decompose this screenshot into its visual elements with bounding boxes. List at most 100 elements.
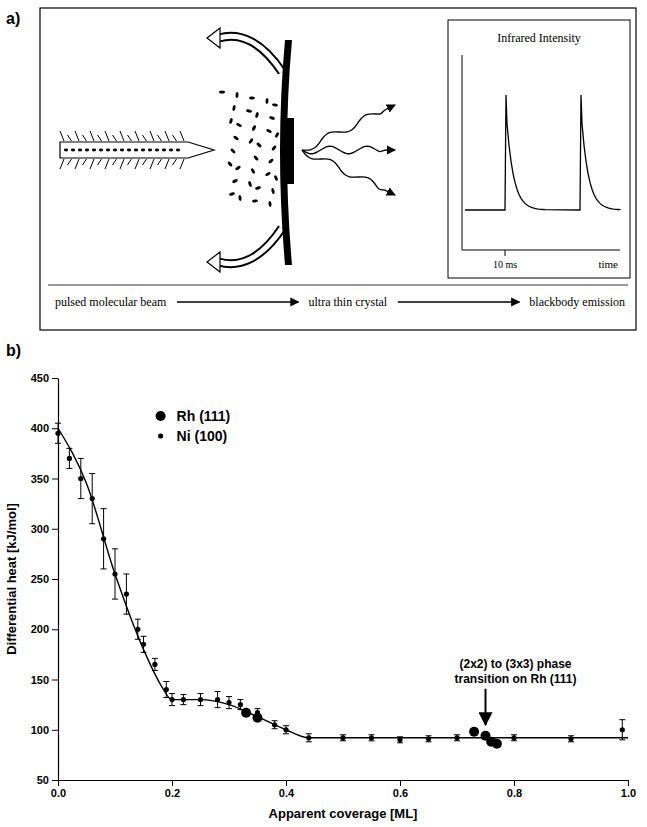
legend: Rh (111) Ni (100) [156, 408, 231, 444]
hot-arrow-outline [219, 36, 282, 72]
beam-hair [173, 135, 177, 141]
error-bar-cap [272, 720, 278, 721]
data-point [568, 736, 573, 741]
step-arrow [177, 301, 299, 302]
panel-label: b) [6, 342, 21, 359]
figure: a)Infrared Intensity10 mstimepulsed mole… [0, 0, 647, 827]
molecular-beam [60, 131, 214, 169]
x-tick: 0.0 [51, 780, 66, 799]
error-bar-cap [112, 548, 118, 549]
beam-molecule [113, 149, 117, 152]
error-bar-cap [369, 740, 375, 741]
inset-scale-label: 10 ms [493, 259, 517, 270]
beam-hair [60, 131, 64, 141]
beam-body [60, 142, 214, 158]
beam-hair [143, 135, 147, 141]
y-tick: 150 [31, 674, 58, 686]
error-bar-cap [306, 741, 312, 742]
beam-molecule [78, 149, 82, 152]
molecule [252, 199, 258, 203]
molecule [227, 161, 233, 168]
y-tick: 50 [37, 774, 58, 786]
inset-tick [505, 250, 506, 256]
error-bar-cap [112, 599, 118, 600]
beam-hair [68, 159, 72, 165]
beam-hair [128, 159, 132, 165]
molecule [232, 105, 236, 111]
y-tick: 450 [31, 372, 58, 384]
molecule [248, 138, 254, 145]
x-tick-label: 0.2 [165, 787, 180, 799]
beam-molecule [71, 149, 75, 152]
y-tick-mark [52, 730, 58, 731]
error-bar [226, 697, 232, 709]
error-bar-cap [397, 742, 403, 743]
beam-molecule [92, 149, 96, 152]
error-bar-cap [198, 705, 204, 706]
beam-molecule [99, 149, 103, 152]
y-tick: 250 [31, 573, 58, 585]
error-bar-cap [619, 739, 625, 740]
y-tick: 100 [31, 724, 58, 736]
error-bar-cap [180, 704, 186, 705]
molecule [268, 201, 272, 207]
data-point [426, 736, 431, 741]
x-tick-mark [286, 780, 287, 786]
error-bar-cap [511, 734, 517, 735]
error-bar-cap [66, 468, 72, 469]
beam-hair [120, 159, 124, 169]
molecule [265, 98, 268, 104]
error-bar-cap [568, 735, 574, 736]
molecule [266, 128, 273, 133]
inset-x-label: time [598, 258, 618, 270]
error-bar-cap [255, 708, 261, 709]
data-point [67, 456, 72, 461]
beam-hair [165, 159, 169, 169]
fit-line [58, 428, 628, 738]
error-bar-cap [283, 725, 289, 726]
error-bar-cap [226, 708, 232, 709]
y-tick: 350 [31, 473, 58, 485]
beam-molecule [155, 149, 159, 152]
molecule [251, 125, 256, 132]
step-arrow [398, 301, 520, 302]
error-bar-cap [163, 681, 169, 682]
x-tick: 0.2 [165, 780, 180, 799]
data-point [469, 727, 479, 737]
error-bar-cap [55, 443, 61, 444]
molecule [268, 158, 275, 164]
beam-hair [165, 131, 169, 141]
molecule [272, 103, 278, 107]
x-tick-label: 0.0 [51, 787, 66, 799]
hot-arrow-head [207, 28, 220, 48]
x-tick: 0.4 [279, 780, 295, 799]
annotation-arrow [485, 689, 487, 725]
y-tick: 200 [31, 623, 58, 635]
molecule [230, 148, 236, 154]
x-axis: 0.00.20.40.60.81.0 [51, 780, 636, 799]
y-tick-label: 450 [31, 372, 49, 384]
emission-arrow [302, 105, 395, 150]
x-tick-label: 0.6 [393, 787, 408, 799]
beam-hair [173, 159, 177, 165]
inset: Infrared Intensity10 mstime [448, 20, 630, 278]
legend-label: Ni (100) [177, 428, 228, 444]
hot-arrow-head [207, 252, 220, 272]
series [55, 423, 625, 743]
error-bar [426, 736, 432, 742]
error-bar-cap [89, 473, 95, 474]
molecule [271, 188, 275, 195]
beam-hair [150, 159, 154, 169]
beam-hair [90, 159, 94, 169]
error-bar-cap [215, 691, 221, 692]
y-tick-label: 150 [31, 674, 49, 686]
error-bar-cap [619, 719, 625, 720]
error-bar [55, 423, 61, 443]
panel-a: a)Infrared Intensity10 mstimepulsed mole… [6, 8, 636, 330]
error-bar-cap [215, 707, 221, 708]
molecule [233, 135, 240, 141]
beam-molecule [148, 149, 152, 152]
step-label: ultra thin crystal [308, 295, 387, 309]
legend-label: Rh (111) [177, 408, 231, 424]
y-tick-mark [52, 428, 58, 429]
